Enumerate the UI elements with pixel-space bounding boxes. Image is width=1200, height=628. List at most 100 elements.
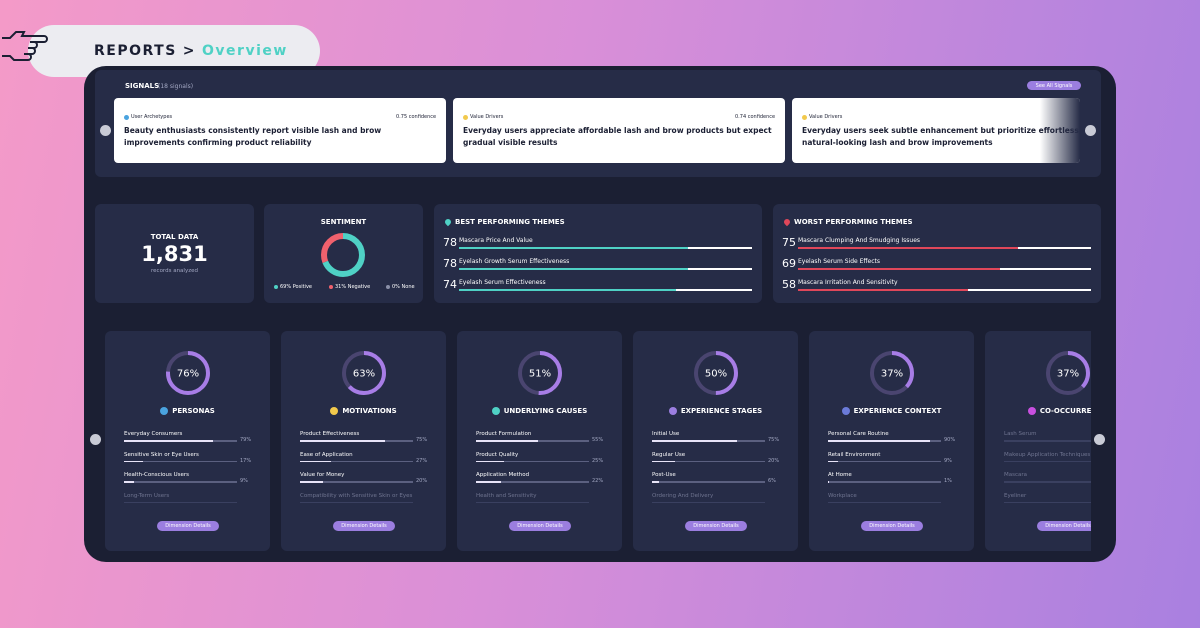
signal-text: Beauty enthusiasts consistently report v… <box>124 126 382 147</box>
signal-tag: User Archetypes <box>131 114 173 120</box>
item-bar <box>300 440 385 442</box>
tag-dot <box>802 115 807 120</box>
prev-signal-button[interactable] <box>100 125 111 136</box>
dimension-details-button[interactable]: Dimension Details <box>333 521 395 531</box>
dimension-details-button[interactable]: Dimension Details <box>685 521 747 531</box>
theme-name: Eyelash Serum Side Effects <box>798 258 881 265</box>
dimension-details-button[interactable]: Dimension Details <box>861 521 923 531</box>
dimension-header: EXPERIENCE CONTEXT <box>809 407 974 415</box>
tag-dot <box>124 115 129 120</box>
dimension-details-button[interactable]: Dimension Details <box>1037 521 1091 531</box>
item-name: Makeup Application Techniques <box>1004 451 1091 458</box>
dimensions-strip: 76% PERSONAS Everyday Consumers 79% Sensitiv… <box>105 331 1091 551</box>
sentiment-donut <box>321 233 365 277</box>
item-name: Everyday Consumers <box>124 431 183 437</box>
item-track <box>652 501 765 503</box>
worst-themes-card: WORST PERFORMING THEMES 75 Mascara Clumpin… <box>773 204 1101 303</box>
item-track <box>300 501 413 503</box>
dimension-icon <box>668 407 677 415</box>
item-track <box>828 460 941 462</box>
donut-arc <box>694 351 738 395</box>
button-label[interactable]: Dimension Details <box>517 523 563 529</box>
button-label[interactable]: Dimension Details <box>693 523 739 529</box>
item-bar <box>652 481 659 483</box>
item-value: 55% <box>592 437 604 443</box>
theme-bar <box>798 268 1001 270</box>
dimension-donut: 37% <box>870 351 914 395</box>
item-name: Retail Environment <box>828 451 881 458</box>
best-themes-card: BEST PERFORMING THEMES 78 Mascara Price An… <box>434 204 762 303</box>
button-label[interactable]: Dimension Details <box>869 523 915 529</box>
dimension-icon <box>491 407 500 415</box>
see-all-button[interactable]: See All Signals <box>1027 81 1081 90</box>
theme-icon <box>782 217 792 227</box>
sentiment-arc <box>321 233 365 277</box>
prev-dimension-button[interactable] <box>90 434 101 445</box>
item-track <box>124 460 237 462</box>
signal-tag: Value Drivers <box>809 114 843 120</box>
dimension-details-button[interactable]: Dimension Details <box>157 521 219 531</box>
item-track <box>300 481 413 483</box>
see-all-label[interactable]: See All Signals <box>1035 82 1073 89</box>
signal-card: Value Drivers Everyday users seek subtle … <box>792 98 1080 163</box>
item-value: 20% <box>416 478 428 484</box>
button-label[interactable]: Dimension Details <box>165 523 211 529</box>
next-dimension-button[interactable] <box>1094 434 1105 445</box>
theme-bar <box>459 289 676 291</box>
item-name: Eyeliner <box>1004 492 1027 499</box>
button-label[interactable]: Dimension Details <box>1045 523 1091 529</box>
theme-icon <box>443 217 453 227</box>
item-track <box>476 501 589 503</box>
theme-title: WORST PERFORMING THEMES <box>794 217 913 226</box>
donut-arc <box>1046 351 1090 395</box>
signal-text: Everyday users appreciate affordable las… <box>463 126 772 147</box>
theme-bar <box>798 289 968 291</box>
dimension-title: UNDERLYING CAUSES <box>503 407 588 415</box>
signal-confidence: 0.75 confidence <box>396 114 437 120</box>
breadcrumb-separator: > <box>182 43 197 59</box>
item-value: 79% <box>240 437 252 443</box>
dimension-donut: 50% <box>694 351 738 395</box>
item-value: 27% <box>416 457 428 464</box>
item-track <box>652 460 765 462</box>
total-data-card: TOTAL DATA 1,831 records analyzed <box>95 204 254 303</box>
dimension-header: CO-OCCURRENCE <box>985 407 1091 415</box>
dimension-header: PERSONAS <box>105 407 270 415</box>
dimension-card: 37% EXPERIENCE CONTEXT Personal Care Routi… <box>809 331 974 551</box>
item-bar <box>300 481 323 483</box>
theme-name: Eyelash Growth Serum Effectiveness <box>459 258 570 265</box>
item-value: 25% <box>592 457 604 464</box>
item-name: Health and Sensitivity <box>476 492 537 499</box>
item-bar <box>476 481 501 483</box>
theme-score: 58 <box>782 278 796 291</box>
signal-confidence: 0.74 confidence <box>735 114 776 120</box>
item-name: Initial Use <box>652 431 680 437</box>
item-name: Ordering And Delivery <box>652 492 714 499</box>
donut-label: 37% <box>881 369 903 380</box>
dimension-donut: 63% <box>342 351 386 395</box>
item-track <box>1004 481 1091 483</box>
item-bar <box>476 440 539 442</box>
tag-dot <box>463 115 468 120</box>
donut-arc <box>518 351 562 395</box>
dimension-header: UNDERLYING CAUSES <box>457 407 622 415</box>
item-value: 1% <box>944 478 952 484</box>
theme-name: Mascara Clumping And Smudging Issues <box>798 237 921 244</box>
next-signal-button[interactable] <box>1085 125 1096 136</box>
dimension-details-button[interactable]: Dimension Details <box>509 521 571 531</box>
item-track <box>828 501 941 503</box>
dimension-card: 37% CO-OCCURRENCE Lash Serum Makeup Applica… <box>985 331 1091 551</box>
button-label[interactable]: Dimension Details <box>341 523 387 529</box>
item-bar <box>124 440 214 442</box>
breadcrumb-section[interactable]: REPORTS <box>94 43 177 59</box>
legend-label: 0% None <box>392 283 415 290</box>
item-track <box>652 481 765 483</box>
signals-count: (18 signals) <box>158 82 194 90</box>
donut-label: 63% <box>353 369 375 380</box>
signal-text: Everyday users seek subtle enhancement b… <box>802 126 1080 147</box>
dimension-card: 50% EXPERIENCE STAGES Initial Use 75% Regula… <box>633 331 798 551</box>
item-name: Product Effectiveness <box>300 431 360 437</box>
pointing-hand-icon <box>2 31 48 61</box>
